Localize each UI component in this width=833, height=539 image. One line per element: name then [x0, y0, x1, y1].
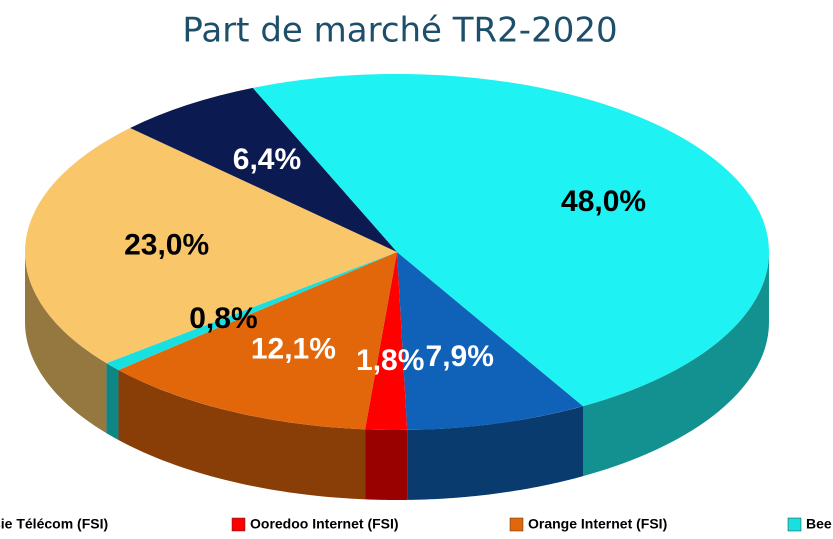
- slice: [106, 252, 398, 370]
- legend-swatch: [787, 517, 802, 532]
- data-label: 23,0%: [124, 229, 209, 262]
- slice-side: [118, 369, 366, 500]
- slice: [252, 73, 770, 407]
- slice: [397, 252, 583, 430]
- slice-side: [365, 429, 408, 500]
- legend-swatch: [509, 517, 524, 532]
- slice-side: [25, 252, 107, 434]
- chart-title: Part de marché TR2-2020: [182, 11, 617, 51]
- slice: [24, 127, 397, 364]
- slice: [130, 87, 397, 252]
- legend-label: Ooredoo Internet (FSI): [250, 516, 399, 532]
- data-label: 0,8%: [189, 302, 257, 335]
- slice: [365, 252, 408, 430]
- slice-side: [583, 252, 769, 477]
- legend-label: unisie Télécom (FSI): [0, 516, 108, 532]
- data-label: 7,9%: [426, 340, 494, 373]
- legend-swatch: [231, 517, 246, 532]
- data-label: 6,4%: [233, 143, 301, 176]
- slice: [118, 252, 397, 430]
- slice-side: [407, 406, 583, 500]
- slice-side: [106, 363, 119, 440]
- legend-label: Bee: [806, 516, 832, 532]
- legend-label: Orange Internet (FSI): [528, 516, 667, 532]
- data-label: 1,8%: [356, 344, 424, 377]
- data-label: 12,1%: [251, 333, 336, 366]
- data-label: 48,0%: [561, 185, 646, 218]
